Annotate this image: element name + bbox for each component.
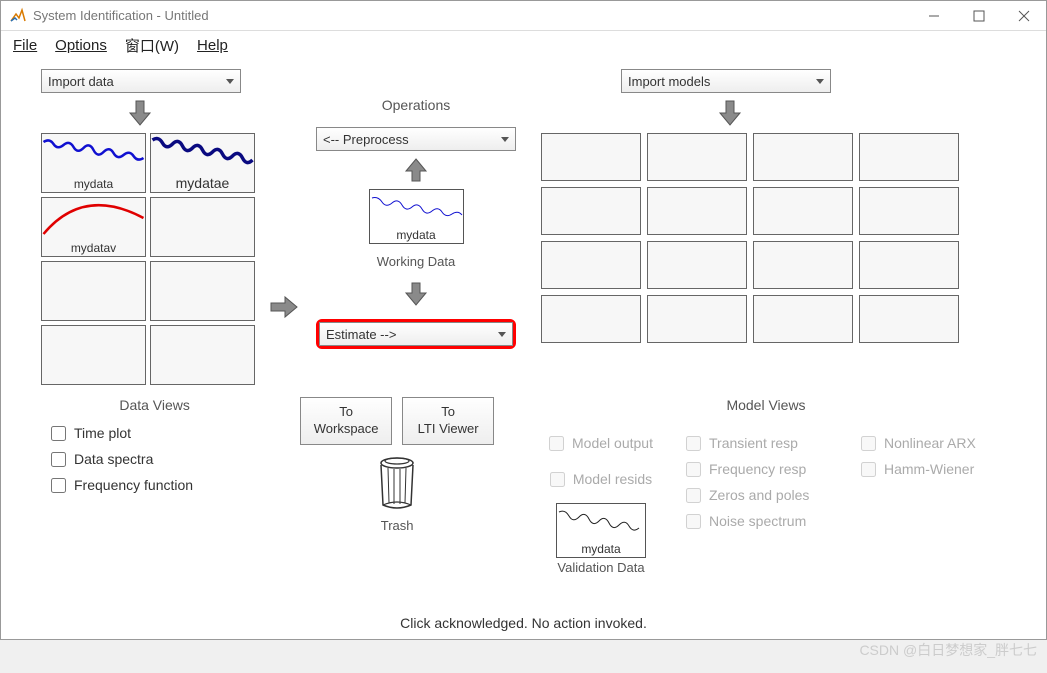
checkbox-model-output: Model output <box>549 435 653 451</box>
import-models-dropdown[interactable]: Import models <box>621 69 831 93</box>
preprocess-dropdown[interactable]: <-- Preprocess <box>316 127 516 151</box>
checkbox-nonlinear-arx: Nonlinear ARX <box>861 435 1016 451</box>
menu-options[interactable]: Options <box>55 37 107 54</box>
maximize-button[interactable] <box>956 1 1001 31</box>
checkbox-noise-spectrum: Noise spectrum <box>686 513 861 529</box>
arrow-down-icon <box>716 99 1016 127</box>
checkbox-transient-resp: Transient resp <box>686 435 861 451</box>
model-slot-empty[interactable] <box>541 133 641 181</box>
model-slot-empty[interactable] <box>859 241 959 289</box>
data-slot-empty[interactable] <box>41 261 146 321</box>
model-slot-empty[interactable] <box>753 295 853 343</box>
model-slot-empty[interactable] <box>753 133 853 181</box>
watermark-text: CSDN @白日梦想家_胖七七 <box>859 640 1037 669</box>
checkbox-zeros-poles: Zeros and poles <box>686 487 861 503</box>
data-slots-grid: mydata mydatae mydatav <box>41 133 291 385</box>
arrow-right-icon <box>269 294 299 323</box>
matlab-icon <box>9 7 27 25</box>
menu-help[interactable]: Help <box>197 37 228 54</box>
operations-heading: Operations <box>291 97 541 113</box>
validation-data-box[interactable]: mydata <box>556 503 646 558</box>
working-data-box[interactable]: mydata <box>369 189 464 244</box>
checkbox-time-plot[interactable]: Time plot <box>51 425 278 441</box>
validation-data-caption: Validation Data <box>557 560 644 575</box>
arrow-up-icon <box>402 157 430 183</box>
trash-caption: Trash <box>381 518 414 533</box>
model-slot-empty[interactable] <box>859 187 959 235</box>
model-slot-empty[interactable] <box>647 241 747 289</box>
to-workspace-button[interactable]: To Workspace <box>300 397 392 445</box>
system-ident-window: System Identification - Untitled File Op… <box>0 0 1047 640</box>
window-title: System Identification - Untitled <box>33 8 911 23</box>
model-slot-empty[interactable] <box>859 133 959 181</box>
content-area: Import data mydata mydatae <box>1 59 1046 639</box>
model-slot-empty[interactable] <box>753 187 853 235</box>
model-slot-empty[interactable] <box>753 241 853 289</box>
working-data-caption: Working Data <box>377 254 456 269</box>
checkbox-hamm-wiener: Hamm-Wiener <box>861 461 1016 477</box>
model-views-heading: Model Views <box>516 397 1016 413</box>
menubar: File Options 窗口(W) Help <box>1 31 1046 59</box>
checkbox-frequency-resp: Frequency resp <box>686 461 861 477</box>
data-slot-mydatav[interactable]: mydatav <box>41 197 146 257</box>
data-slot-mydata[interactable]: mydata <box>41 133 146 193</box>
minimize-button[interactable] <box>911 1 956 31</box>
model-slot-empty[interactable] <box>541 295 641 343</box>
arrow-down-icon <box>126 99 291 127</box>
titlebar: System Identification - Untitled <box>1 1 1046 31</box>
model-slot-empty[interactable] <box>859 295 959 343</box>
data-slot-empty[interactable] <box>150 261 255 321</box>
checkbox-model-resids: Model resids <box>550 471 652 487</box>
model-slot-empty[interactable] <box>541 241 641 289</box>
status-text: Click acknowledged. No action invoked. <box>1 615 1046 631</box>
data-slot-empty[interactable] <box>41 325 146 385</box>
model-slot-empty[interactable] <box>647 187 747 235</box>
menu-window[interactable]: 窗口(W) <box>125 35 179 56</box>
checkbox-data-spectra[interactable]: Data spectra <box>51 451 278 467</box>
to-lti-viewer-button[interactable]: To LTI Viewer <box>402 397 494 445</box>
menu-file[interactable]: File <box>13 37 37 54</box>
data-views-heading: Data Views <box>31 397 278 413</box>
model-slot-empty[interactable] <box>647 133 747 181</box>
estimate-dropdown[interactable]: Estimate --> <box>319 322 513 346</box>
data-slot-empty[interactable] <box>150 197 255 257</box>
close-button[interactable] <box>1001 1 1046 31</box>
model-slot-empty[interactable] <box>541 187 641 235</box>
arrow-down-icon <box>402 281 430 307</box>
trash-icon[interactable] <box>374 457 420 514</box>
estimate-dropdown-highlight: Estimate --> <box>316 319 516 349</box>
data-slot-empty[interactable] <box>150 325 255 385</box>
import-data-dropdown[interactable]: Import data <box>41 69 241 93</box>
data-slot-mydatae[interactable]: mydatae <box>150 133 255 193</box>
model-slot-empty[interactable] <box>647 295 747 343</box>
model-slots-grid <box>541 133 1016 343</box>
checkbox-frequency-function[interactable]: Frequency function <box>51 477 278 493</box>
